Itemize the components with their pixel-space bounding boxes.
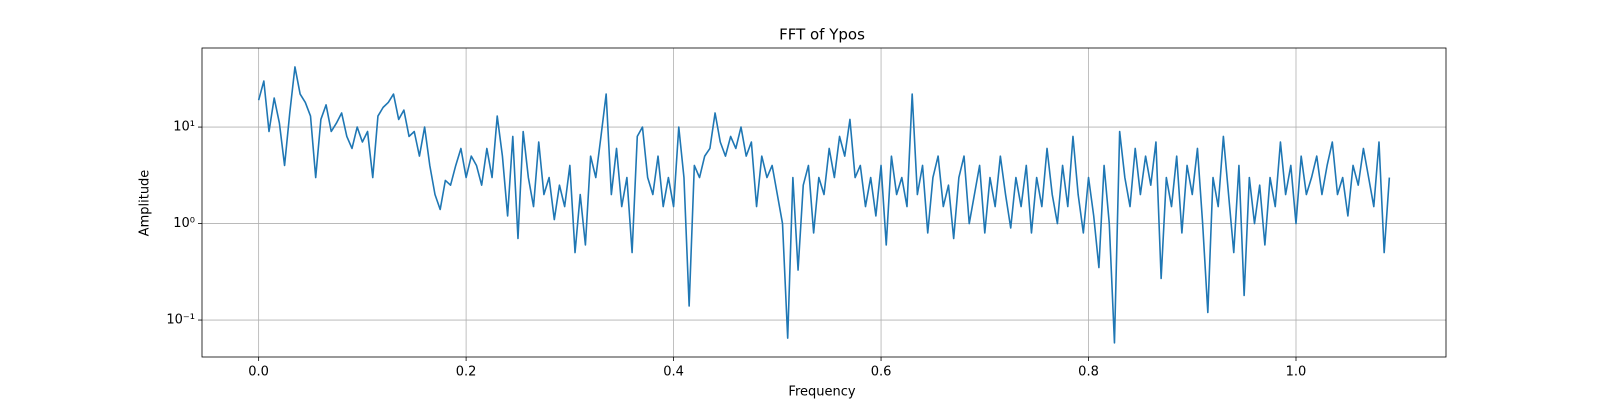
x-tick-label: 0.0 xyxy=(248,365,269,380)
chart-title: FFT of Ypos xyxy=(779,26,865,44)
x-tick-label: 0.6 xyxy=(871,365,892,380)
plot-frame xyxy=(201,47,1447,358)
x-tick-label: 0.2 xyxy=(456,365,477,380)
y-axis-label: Amplitude xyxy=(138,170,153,237)
x-axis-label: Frequency xyxy=(788,385,855,400)
x-tick-label: 0.4 xyxy=(663,365,684,380)
x-tick-label: 0.8 xyxy=(1078,365,1099,380)
y-tick-label: 10¹ xyxy=(173,120,195,135)
x-tick-label: 1.0 xyxy=(1286,365,1307,380)
y-tick-label: 10⁻¹ xyxy=(166,313,195,328)
data-line xyxy=(257,66,1391,344)
y-tick-label: 10⁰ xyxy=(173,216,195,231)
